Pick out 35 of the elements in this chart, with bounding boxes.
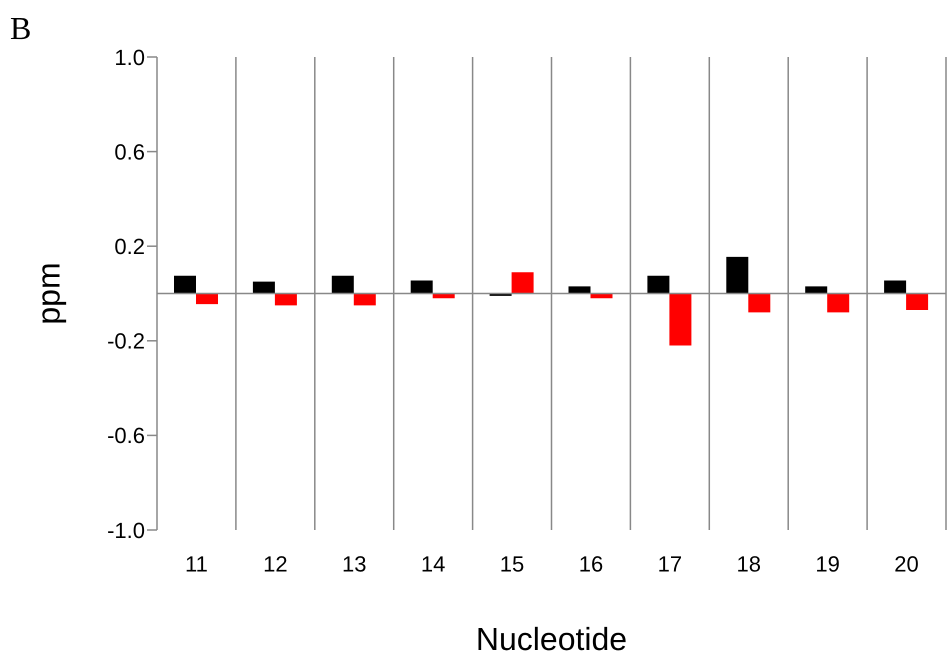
y-tick-label: -0.2 <box>107 328 145 354</box>
y-tick-label: -0.6 <box>107 423 145 448</box>
y-tick-label: 1.0 <box>114 44 145 70</box>
bar <box>906 294 928 310</box>
bar <box>332 276 354 294</box>
x-axis-title: Nucleotide <box>476 621 628 657</box>
bar <box>512 272 534 294</box>
bar <box>252 282 275 294</box>
bar <box>805 286 828 294</box>
x-tick-label: 15 <box>500 552 524 577</box>
bar <box>669 294 692 346</box>
y-axis-title: ppm <box>30 262 66 325</box>
y-tick-label: 0.6 <box>114 139 145 164</box>
bar <box>884 280 906 294</box>
x-tick-label: 19 <box>815 552 840 577</box>
x-tick-label: 17 <box>658 552 682 577</box>
x-tick-label: 12 <box>263 552 288 577</box>
bar <box>647 276 670 294</box>
bar <box>827 294 850 312</box>
bar <box>174 276 196 294</box>
bar <box>410 280 433 294</box>
x-tick-label: 16 <box>578 552 604 577</box>
bar <box>726 256 748 294</box>
bar <box>568 286 590 294</box>
y-tick-label: 0.2 <box>114 234 145 260</box>
bar <box>748 294 770 312</box>
x-tick-label: 18 <box>736 552 761 577</box>
x-tick-label: 14 <box>420 552 446 577</box>
bar <box>274 294 297 306</box>
chart-title: B <box>10 10 32 47</box>
bar <box>354 294 376 306</box>
x-tick-label: 13 <box>342 552 366 577</box>
y-tick-label: -1.0 <box>107 518 145 543</box>
x-tick-label: 20 <box>894 552 919 577</box>
x-tick-label: 11 <box>185 552 208 577</box>
